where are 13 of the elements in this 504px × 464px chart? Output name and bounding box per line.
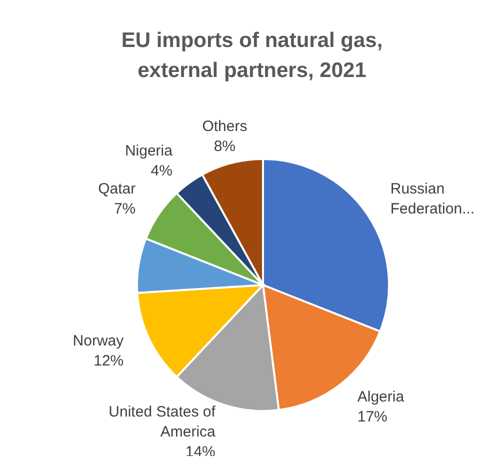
slice-label: Nigeria <box>124 142 174 160</box>
data-label: 4% <box>150 162 172 180</box>
slice-label: Russian Federation... <box>390 180 475 218</box>
slice-label: Norway <box>72 332 124 350</box>
chart-title: EU imports of natural gas, external partners, 2021 <box>120 28 384 84</box>
slice-label: Qatar <box>98 180 136 198</box>
data-label: 7% <box>114 200 136 218</box>
data-label: 17% <box>357 408 388 426</box>
slice-label: Algeria <box>357 388 405 406</box>
data-label: 8% <box>214 138 236 155</box>
slice-label: United States of America <box>108 403 216 440</box>
slice-label: Others <box>202 118 248 135</box>
data-label: 12% <box>94 352 124 370</box>
